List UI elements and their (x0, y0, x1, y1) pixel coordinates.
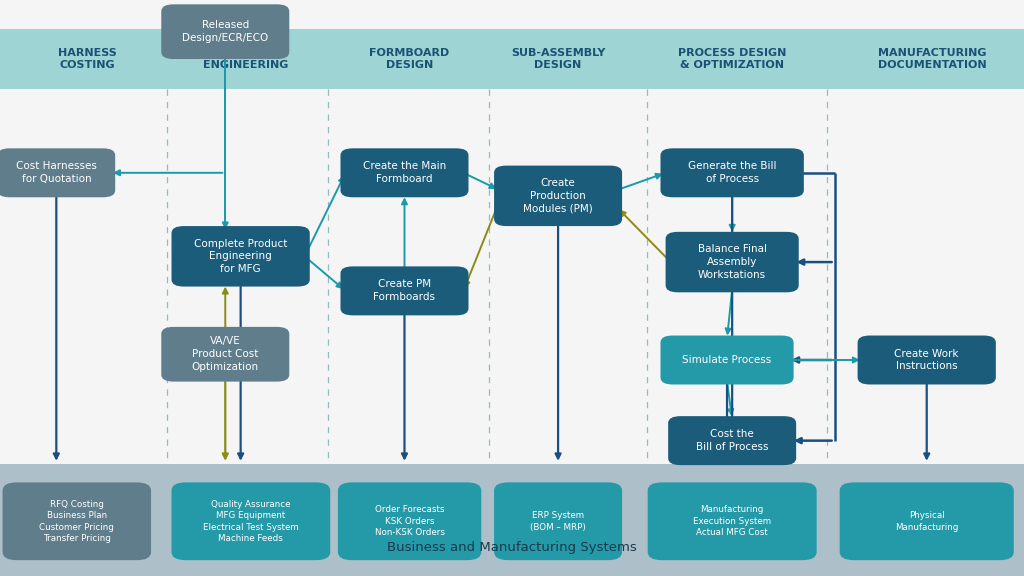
Text: Create
Production
Modules (PM): Create Production Modules (PM) (523, 178, 593, 214)
FancyBboxPatch shape (660, 149, 804, 198)
Text: PRODUCT
ENGINEERING: PRODUCT ENGINEERING (203, 48, 289, 70)
Text: Complete Product
Engineering
for MFG: Complete Product Engineering for MFG (194, 238, 288, 274)
Text: Cost the
Bill of Process: Cost the Bill of Process (696, 429, 768, 452)
Text: MANUFACTURING
DOCUMENTATION: MANUFACTURING DOCUMENTATION (878, 48, 986, 70)
Bar (0, 464, 1024, 576)
Text: ERP System
(BOM – MRP): ERP System (BOM – MRP) (530, 511, 586, 532)
FancyBboxPatch shape (840, 483, 1014, 560)
Text: Simulate Process: Simulate Process (682, 355, 772, 365)
Text: Business and Manufacturing Systems: Business and Manufacturing Systems (387, 541, 637, 554)
Text: VA/VE
Product Cost
Optimization: VA/VE Product Cost Optimization (191, 336, 259, 372)
FancyBboxPatch shape (666, 232, 799, 293)
Text: HARNESS
COSTING: HARNESS COSTING (57, 48, 117, 70)
FancyBboxPatch shape (660, 335, 794, 385)
Text: Released
Design/ECR/ECO: Released Design/ECR/ECO (182, 20, 268, 43)
Text: RFQ Costing
Business Plan
Customer Pricing
Transfer Pricing: RFQ Costing Business Plan Customer Prici… (39, 499, 115, 543)
Text: Manufacturing
Execution System
Actual MFG Cost: Manufacturing Execution System Actual MF… (693, 505, 771, 537)
FancyBboxPatch shape (162, 5, 289, 59)
FancyBboxPatch shape (858, 335, 995, 385)
Text: Generate the Bill
of Process: Generate the Bill of Process (688, 161, 776, 184)
FancyBboxPatch shape (162, 327, 289, 382)
FancyBboxPatch shape (647, 483, 817, 560)
FancyBboxPatch shape (495, 483, 623, 560)
FancyBboxPatch shape (171, 483, 330, 560)
FancyBboxPatch shape (340, 267, 469, 316)
Bar (0, 29, 1024, 89)
FancyBboxPatch shape (338, 483, 481, 560)
Text: Cost Harnesses
for Quotation: Cost Harnesses for Quotation (16, 161, 96, 184)
Text: SUB-ASSEMBLY
DESIGN: SUB-ASSEMBLY DESIGN (511, 48, 605, 70)
FancyBboxPatch shape (340, 149, 469, 198)
FancyBboxPatch shape (668, 416, 797, 465)
Text: Physical
Manufacturing: Physical Manufacturing (895, 511, 958, 532)
Text: Create PM
Formboards: Create PM Formboards (374, 279, 435, 302)
FancyBboxPatch shape (2, 483, 152, 560)
Text: PROCESS DESIGN
& OPTIMIZATION: PROCESS DESIGN & OPTIMIZATION (678, 48, 786, 70)
Text: Quality Assurance
MFG Equipment
Electrical Test System
Machine Feeds: Quality Assurance MFG Equipment Electric… (203, 499, 299, 543)
Text: FORMBOARD
DESIGN: FORMBOARD DESIGN (370, 48, 450, 70)
FancyBboxPatch shape (495, 166, 623, 226)
Text: Order Forecasts
KSK Orders
Non-KSK Orders: Order Forecasts KSK Orders Non-KSK Order… (375, 505, 444, 537)
Text: Create the Main
Formboard: Create the Main Formboard (362, 161, 446, 184)
FancyBboxPatch shape (171, 226, 309, 286)
FancyBboxPatch shape (0, 149, 115, 198)
Text: Balance Final
Assembly
Workstations: Balance Final Assembly Workstations (697, 244, 767, 280)
Text: Create Work
Instructions: Create Work Instructions (895, 348, 958, 372)
